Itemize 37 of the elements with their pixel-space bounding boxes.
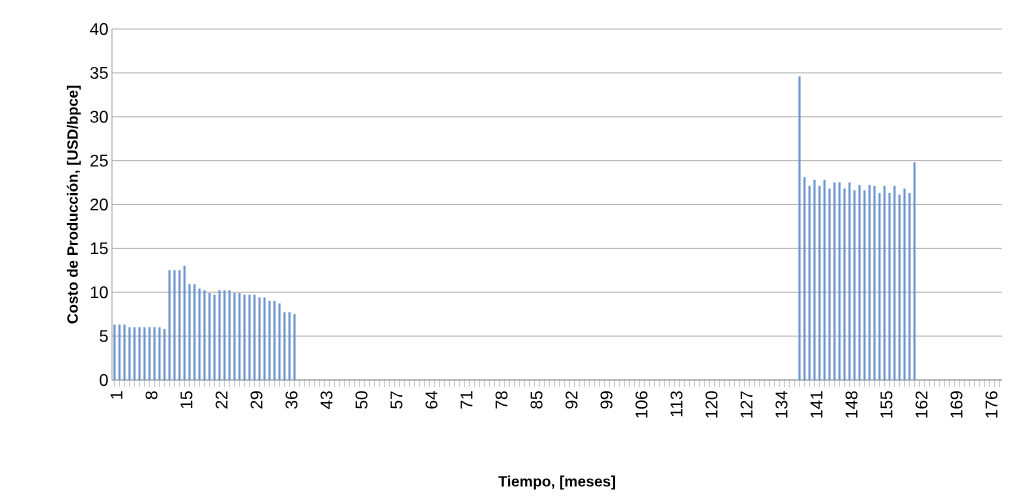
- x-tick-label: 155: [880, 391, 893, 418]
- x-tick-label: 120: [705, 391, 718, 418]
- x-tick-label: 43: [320, 391, 333, 409]
- x-tick-label: 29: [250, 391, 263, 409]
- x-tick-label: 141: [810, 391, 823, 418]
- x-tick-label: 106: [635, 391, 648, 418]
- x-tick-label: 169: [950, 391, 963, 418]
- y-tick-label: 20: [90, 198, 108, 211]
- y-tick-label: 35: [90, 66, 108, 79]
- x-tick-label: 36: [285, 391, 298, 409]
- x-tick-label: 1: [110, 391, 123, 399]
- x-tick-label: 22: [215, 391, 228, 409]
- y-tick-label: 30: [90, 110, 108, 123]
- x-tick-label: 57: [390, 391, 403, 409]
- x-tick-label: 176: [985, 391, 998, 418]
- x-tick-label: 162: [915, 391, 928, 418]
- x-tick-label: 8: [145, 391, 158, 400]
- x-tick-label: 134: [775, 391, 788, 418]
- x-tick-label: 78: [495, 391, 508, 409]
- x-axis-title: Tiempo, [meses]: [498, 475, 615, 490]
- y-tick-label: 10: [90, 286, 108, 299]
- x-tick-label: 64: [425, 391, 438, 409]
- y-tick-label: 0: [99, 374, 108, 386]
- x-tick-label: 15: [180, 391, 193, 409]
- y-tick-label: 5: [99, 330, 108, 343]
- x-tick-label: 50: [355, 391, 368, 409]
- x-tick-label: 85: [530, 391, 543, 409]
- x-tick-label: 127: [740, 391, 753, 418]
- x-tick-label: 113: [670, 391, 683, 417]
- x-tick-label: 99: [600, 391, 613, 409]
- y-tick-label: 25: [90, 154, 108, 167]
- x-tick-label: 148: [845, 391, 858, 418]
- x-tick-label: 92: [565, 391, 578, 409]
- y-tick-label: 15: [90, 242, 108, 255]
- y-axis-title: Costo de Producción, [USD/bpce]: [66, 85, 81, 324]
- y-tick-label: 40: [90, 23, 108, 35]
- x-tick-label: 71: [460, 391, 473, 409]
